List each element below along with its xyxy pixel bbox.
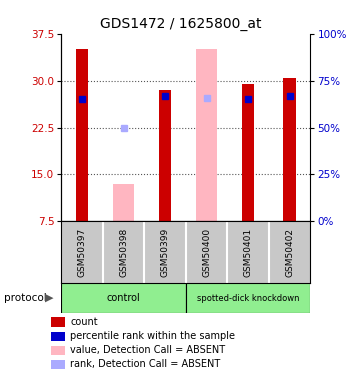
- Text: percentile rank within the sample: percentile rank within the sample: [70, 331, 235, 341]
- Text: GSM50400: GSM50400: [202, 228, 211, 277]
- Bar: [196, 50, 217, 221]
- Bar: [186, 283, 310, 313]
- Text: count: count: [70, 317, 98, 327]
- Bar: [61, 283, 186, 313]
- Text: GSM50399: GSM50399: [161, 228, 170, 277]
- Text: protocol: protocol: [4, 293, 46, 303]
- Bar: [76, 50, 88, 221]
- Bar: [283, 78, 296, 221]
- Text: spotted-dick knockdown: spotted-dick knockdown: [197, 294, 299, 303]
- Text: rank, Detection Call = ABSENT: rank, Detection Call = ABSENT: [70, 360, 221, 369]
- Text: GSM50397: GSM50397: [78, 228, 87, 277]
- Text: GSM50402: GSM50402: [285, 228, 294, 277]
- Text: control: control: [107, 293, 140, 303]
- Text: value, Detection Call = ABSENT: value, Detection Call = ABSENT: [70, 345, 226, 355]
- Text: GSM50401: GSM50401: [244, 228, 253, 277]
- Text: GSM50398: GSM50398: [119, 228, 128, 277]
- Text: GDS1472 / 1625800_at: GDS1472 / 1625800_at: [100, 17, 261, 32]
- Bar: [159, 90, 171, 221]
- Bar: [113, 184, 134, 221]
- Text: ▶: ▶: [44, 293, 53, 303]
- Bar: [242, 84, 255, 221]
